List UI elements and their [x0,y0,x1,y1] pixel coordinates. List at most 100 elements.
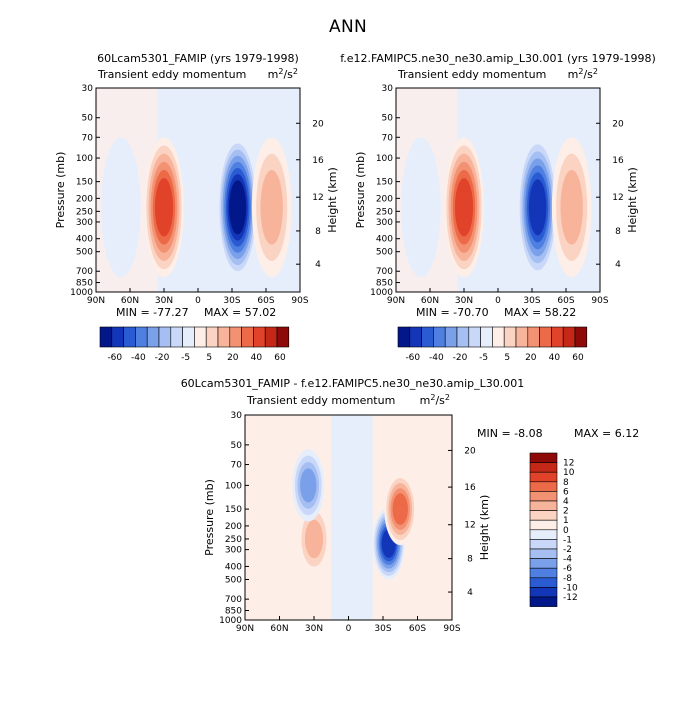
y-right-tick-label: 20 [312,119,324,129]
y-tick-label: 300 [376,218,393,228]
panel-subtitle: Transient eddy momentum [97,68,246,81]
chart-panel-2: f.e12.FAMIPC5.ne30_ne30.amip_L30.001 (yr… [340,52,656,363]
x-tick-label: 60S [257,296,274,306]
colorbar-swatch [562,326,576,348]
colorbar-label: 8 [563,478,569,488]
colorbar-label: -5 [479,353,488,363]
y-right-tick-label: 16 [312,156,324,166]
x-tick-label: 60N [121,296,139,306]
chart-panel-1: 60Lcam5301_FAMIP (yrs 1979-1998) Transien… [54,52,339,363]
y-right-tick-label: 4 [315,260,321,270]
y-tick-label: 700 [225,595,242,605]
y-tick-label: 400 [225,562,242,572]
y-tick-label: 700 [76,267,93,277]
colorbar-label: 6 [563,487,569,497]
y-tick-label: 150 [376,178,393,188]
colorbar-swatch [182,326,195,348]
x-tick-label: 0 [495,296,501,306]
panel-subtitle: Transient eddy momentum [397,68,546,81]
x-tick-label: 90N [236,624,254,634]
heatmap-contour [101,137,141,278]
y-tick-label: 100 [376,154,393,164]
y-tick-label: 250 [225,535,242,545]
colorbar-label: -6 [563,564,572,574]
colorbar-label: 12 [563,459,574,469]
heatmap-contour [260,170,283,245]
panel-title: 60Lcam5301_FAMIP (yrs 1979-1998) [97,52,299,65]
x-tick-label: 90S [291,296,308,306]
colorbar-label: -2 [563,545,572,555]
colorbar-swatch [205,326,219,348]
colorbar-label: 1 [563,516,569,526]
x-tick-label: 90S [591,296,608,306]
colorbar-swatch [529,481,558,492]
colorbar-label: -4 [563,555,572,565]
y-tick-label: 100 [225,481,242,491]
min-label: MIN = -70.70 [416,306,489,319]
x-tick-label: 30S [374,624,391,634]
heatmap-field [396,88,600,292]
max-label: MAX = 58.22 [504,306,576,319]
colorbar-swatch [529,587,558,598]
heatmap-contour [454,178,474,237]
colorbar-swatch [409,326,422,348]
colorbar-swatch [276,326,290,348]
y-tick-label: 30 [231,411,243,421]
colorbar-label: 60 [572,353,584,363]
max-label: MAX = 6.12 [574,427,639,440]
y-tick-label: 30 [382,84,394,94]
colorbar-label: 40 [549,353,561,363]
y-right-tick-label: 4 [615,260,621,270]
colorbar-label: -20 [453,353,468,363]
colorbar-swatch [515,326,529,348]
y-tick-label: 250 [76,207,93,217]
colorbar-swatch [217,326,231,348]
colorbar-swatch [480,326,493,348]
colorbar-swatch [529,462,558,473]
y-tick-label: 50 [382,114,394,124]
y-right-tick-label: 12 [312,193,323,203]
y-tick-label: 1000 [370,288,393,298]
colorbar-swatch [99,326,113,348]
colorbar-swatch [529,500,558,511]
x-tick-label: 90N [387,296,405,306]
y-tick-label: 500 [376,248,393,258]
y-tick-label: 700 [376,267,393,277]
y-axis-label: Pressure (mb) [354,152,367,229]
colorbar-swatch [529,491,558,502]
y-tick-label: 200 [376,194,393,204]
colorbar-label: 10 [563,468,575,478]
x-tick-label: 30N [305,624,323,634]
y-axis-label: Pressure (mb) [203,479,216,556]
y-right-tick-label: 16 [464,483,476,493]
y-right-axis-label: Height (km) [626,167,639,233]
panel-units: m2/s2 [268,67,298,81]
y-tick-label: 70 [231,461,243,471]
x-tick-label: 90S [443,624,460,634]
heatmap-contour [528,179,547,236]
colorbar-swatch [170,326,183,348]
min-label: MIN = -8.08 [477,427,543,440]
heatmap-band [331,415,373,620]
colorbar-swatch [158,326,172,348]
colorbar-label: -8 [563,574,572,584]
y-tick-label: 150 [76,178,93,188]
colorbar-swatch [527,326,540,348]
y-tick-label: 250 [376,207,393,217]
colorbar-swatch [529,558,558,569]
y-right-tick-label: 20 [612,119,624,129]
colorbar-label: -60 [107,353,122,363]
y-tick-label: 100 [76,154,93,164]
colorbar-swatch [529,471,558,483]
y-right-tick-label: 8 [615,227,621,237]
y-right-tick-label: 8 [315,227,321,237]
colorbar-swatch [468,326,481,348]
y-tick-label: 1000 [70,288,93,298]
y-tick-label: 70 [82,133,94,143]
colorbar-swatch [397,326,411,348]
chart-panel-3: 60Lcam5301_FAMIP - f.e12.FAMIPC5.ne30_ne… [181,377,640,634]
colorbar-label: -20 [155,353,170,363]
colorbar-label: -1 [563,535,572,545]
x-tick-label: 90N [87,296,105,306]
